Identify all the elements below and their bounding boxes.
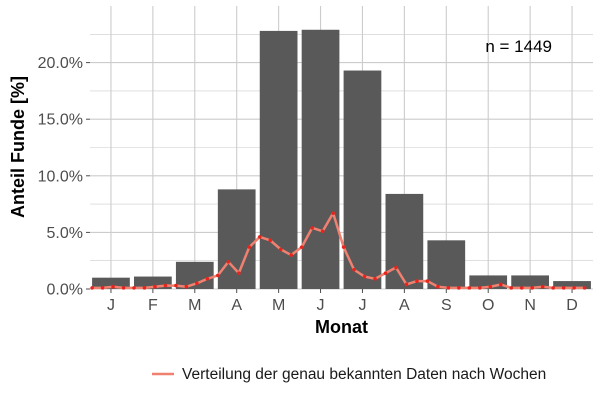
x-tick-label: M bbox=[188, 297, 201, 314]
data-point bbox=[467, 286, 472, 290]
data-point bbox=[174, 283, 178, 288]
x-tick-label: M bbox=[272, 297, 285, 314]
data-point bbox=[572, 286, 576, 290]
data-point bbox=[394, 265, 398, 270]
bar bbox=[343, 70, 382, 289]
data-point bbox=[478, 286, 482, 290]
data-point bbox=[163, 283, 168, 288]
bar bbox=[427, 240, 466, 289]
data-point bbox=[582, 286, 587, 290]
bar bbox=[553, 281, 591, 289]
x-tick-label: A bbox=[399, 297, 410, 314]
x-tick-label: J bbox=[358, 297, 366, 314]
data-point bbox=[257, 235, 262, 239]
data-point bbox=[540, 284, 545, 289]
y-axis-ticks: 0.0% 5.0% 10.0% 15.0% 20.0% bbox=[38, 55, 90, 299]
bar bbox=[511, 275, 549, 289]
data-point bbox=[446, 286, 451, 290]
data-point bbox=[519, 286, 524, 290]
x-tick-label: S bbox=[441, 297, 452, 314]
data-point bbox=[331, 211, 335, 215]
data-point bbox=[509, 286, 514, 290]
data-point bbox=[184, 284, 189, 289]
x-tick-label: N bbox=[524, 297, 536, 314]
bars bbox=[92, 29, 591, 290]
data-point bbox=[111, 284, 115, 289]
y-tick-label: 20.0% bbox=[38, 55, 83, 72]
data-point bbox=[90, 286, 94, 290]
data-point bbox=[498, 282, 503, 287]
data-point bbox=[289, 253, 294, 257]
data-point bbox=[341, 245, 346, 249]
data-point bbox=[362, 274, 367, 279]
data-point bbox=[121, 286, 126, 290]
bar bbox=[92, 277, 130, 289]
x-tick-label: F bbox=[148, 297, 158, 314]
data-point bbox=[530, 286, 535, 290]
data-point bbox=[404, 282, 409, 287]
data-point bbox=[488, 284, 493, 289]
data-point bbox=[299, 245, 304, 249]
data-point bbox=[226, 260, 231, 264]
y-tick-label: 15.0% bbox=[38, 112, 83, 129]
x-tick-label: J bbox=[107, 297, 115, 314]
x-tick-label: A bbox=[231, 297, 242, 314]
data-point bbox=[373, 277, 377, 281]
data-point bbox=[100, 286, 105, 290]
data-point bbox=[205, 277, 210, 281]
data-point bbox=[142, 286, 147, 290]
x-tick-label: O bbox=[482, 297, 494, 314]
data-point bbox=[415, 279, 419, 283]
y-tick-label: 10.0% bbox=[38, 168, 83, 185]
data-point bbox=[320, 229, 325, 234]
data-point bbox=[457, 286, 461, 290]
bar bbox=[259, 30, 298, 290]
data-point bbox=[551, 286, 555, 290]
x-tick-label: J bbox=[317, 297, 325, 314]
data-point bbox=[352, 267, 356, 272]
x-tick-label: D bbox=[566, 297, 578, 314]
data-point bbox=[561, 286, 566, 290]
x-axis-title: Monat bbox=[315, 317, 368, 337]
bar bbox=[217, 189, 256, 289]
data-point bbox=[247, 245, 252, 249]
data-point bbox=[195, 281, 199, 286]
bar bbox=[301, 29, 340, 289]
sample-size-annotation: n = 1449 bbox=[485, 37, 552, 56]
legend: Verteilung der genau bekannten Daten nac… bbox=[152, 366, 546, 383]
weekly-points bbox=[90, 211, 587, 290]
data-point bbox=[237, 271, 241, 275]
data-point bbox=[268, 238, 273, 243]
y-tick-label: 0.0% bbox=[47, 282, 83, 299]
data-point bbox=[216, 273, 220, 278]
y-axis-title: Anteil Funde [%] bbox=[8, 76, 28, 218]
data-point bbox=[278, 247, 283, 252]
data-point bbox=[132, 286, 136, 290]
legend-label: Verteilung der genau bekannten Daten nac… bbox=[182, 366, 546, 383]
data-point bbox=[153, 284, 157, 289]
data-point bbox=[310, 226, 314, 230]
y-tick-label: 5.0% bbox=[47, 225, 83, 242]
bar bbox=[385, 193, 424, 289]
data-point bbox=[383, 271, 388, 275]
data-point bbox=[425, 279, 430, 283]
grid-minor bbox=[90, 33, 593, 262]
data-point bbox=[436, 284, 440, 289]
